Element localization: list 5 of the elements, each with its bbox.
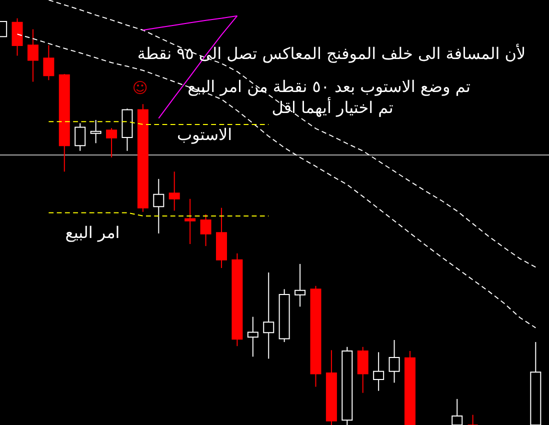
- annotation: تم وضع الاستوب بعد ٥٠ نقطة من امر البيع: [188, 77, 470, 96]
- series-label: الاستوب: [176, 125, 232, 144]
- series-label: امر البيع: [65, 223, 120, 242]
- annotation: ☺: [132, 79, 148, 97]
- annotation: تم اختيار أيهما اقل: [272, 97, 394, 117]
